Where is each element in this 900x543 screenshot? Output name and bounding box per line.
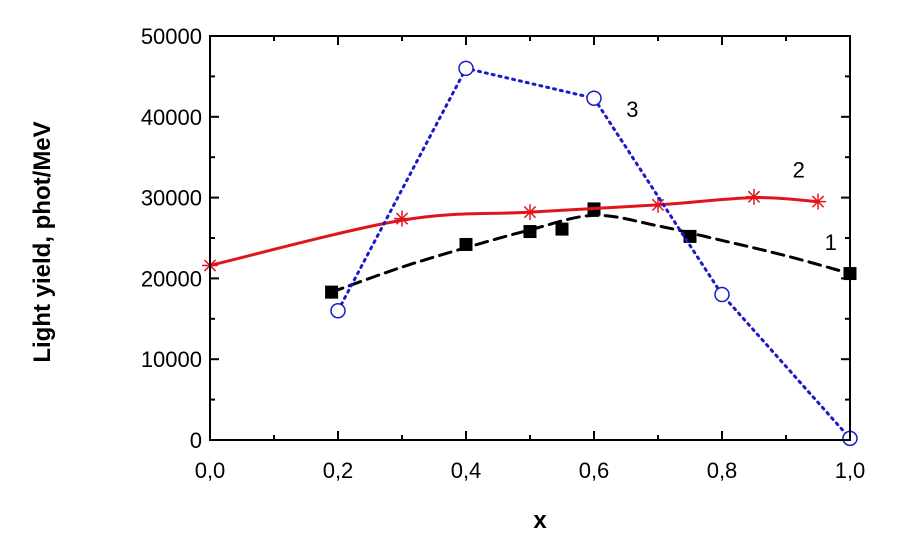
series-3-marker (458, 60, 474, 77)
asterisk-stroke (811, 195, 825, 208)
series-2-marker (394, 210, 410, 227)
y-axis-title: Light yield, phot/MeV (29, 121, 56, 362)
asterisk-stroke (651, 198, 665, 212)
x-tick-label: 0,0 (195, 458, 226, 483)
x-tick-label: 0,8 (707, 458, 738, 483)
x-tick-label: 0,6 (579, 458, 610, 483)
x-tick-label: 0,4 (451, 458, 482, 483)
series-3-marker (330, 302, 346, 319)
series-2-marker (746, 188, 762, 205)
x-tick-label: 1,0 (835, 458, 866, 483)
y-tick-label: 40000 (141, 105, 202, 130)
series-1-label: 1 (825, 230, 837, 255)
series-2-label: 2 (793, 157, 805, 182)
x-axis-title: x (533, 507, 547, 534)
asterisk-stroke (747, 190, 761, 203)
y-tick-label: 20000 (141, 266, 202, 291)
series-1-marker (523, 225, 537, 239)
asterisk-stroke (523, 206, 537, 219)
series-2-line (208, 196, 820, 267)
series-2-marker (650, 196, 666, 213)
series-3-label: 3 (626, 97, 638, 122)
y-tick-label: 0 (190, 428, 202, 453)
axes-layer: 0,0 0,2 0,4 0,6 0,8 1,0 0 10000 20000 30000 40000 5… (141, 24, 865, 483)
series-3-marker (714, 286, 730, 303)
series-2-marker (522, 204, 538, 221)
y-tick-label: 10000 (141, 347, 202, 372)
y-tick-label: 30000 (141, 186, 202, 211)
y-tick-label: 50000 (141, 24, 202, 49)
series-2-marker (810, 193, 826, 210)
series-1-line (330, 213, 852, 294)
series-1-marker (555, 222, 569, 236)
asterisk-stroke (395, 212, 409, 225)
series-layer: 1 2 3 (202, 60, 858, 447)
series-1-marker (459, 237, 473, 251)
x-tick-label: 0,2 (323, 458, 354, 483)
series-3-marker (586, 90, 602, 106)
series-3: 3 (330, 60, 858, 447)
series-1-marker (325, 285, 339, 299)
series-2: 2 (202, 157, 826, 274)
